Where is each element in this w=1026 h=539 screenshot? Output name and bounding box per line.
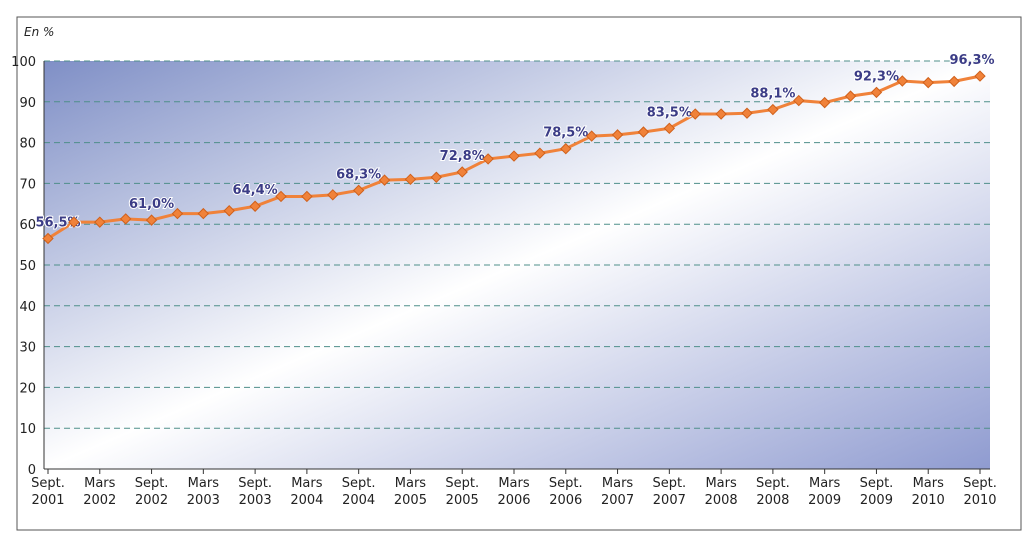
- x-tick-label: Mars 2006: [497, 476, 530, 508]
- point-marker: [637, 126, 650, 138]
- y-tick-label: 30: [19, 341, 36, 356]
- y-tick-label: 70: [19, 177, 36, 192]
- point-marker: [249, 200, 261, 212]
- point-marker: [301, 190, 313, 203]
- point-marker: [689, 108, 701, 120]
- point-marker: [42, 232, 54, 245]
- x-tick-label: Mars 2007: [601, 476, 634, 508]
- point-marker: [844, 90, 857, 102]
- x-tick-label: Sept. 2008: [756, 476, 790, 508]
- x-tick-label: Sept. 2005: [445, 476, 479, 508]
- point-marker: [94, 216, 106, 228]
- point-marker: [560, 143, 572, 155]
- point-marker: [508, 150, 520, 162]
- point-marker: [922, 76, 934, 89]
- data-label: 83,5%: [647, 105, 692, 120]
- y-axis-label: En %: [24, 25, 54, 39]
- y-tick-label: 10: [19, 422, 36, 437]
- point-marker: [456, 166, 468, 178]
- point-marker: [68, 216, 80, 228]
- point-marker: [663, 122, 676, 135]
- data-label: 64,4%: [233, 183, 278, 198]
- point-marker: [818, 96, 831, 109]
- point-marker: [896, 75, 909, 87]
- point-marker: [715, 108, 727, 120]
- x-tick-label: Mars 2010: [912, 476, 945, 508]
- point-marker: [352, 184, 365, 197]
- point-marker: [870, 86, 883, 99]
- x-tick-label: Sept. 2006: [549, 476, 583, 508]
- x-tick-label: Mars 2003: [187, 476, 220, 508]
- data-label: 72,8%: [440, 149, 485, 164]
- point-marker: [482, 153, 494, 165]
- point-marker: [767, 103, 779, 116]
- x-tick-label: Sept. 2003: [238, 476, 272, 508]
- point-marker: [534, 147, 546, 159]
- x-tick-label: Mars 2004: [290, 476, 323, 508]
- point-marker: [145, 214, 158, 226]
- y-tick-label: 100: [11, 55, 36, 70]
- point-marker: [404, 173, 417, 186]
- point-marker: [327, 189, 339, 201]
- point-marker: [430, 171, 443, 183]
- point-marker: [741, 107, 753, 119]
- point-marker: [793, 94, 805, 107]
- data-label: 56,5%: [35, 215, 80, 230]
- point-marker: [119, 213, 132, 225]
- x-tick-label: Sept. 2004: [342, 476, 376, 508]
- x-tick-label: Mars 2009: [808, 476, 841, 508]
- y-tick-label: 80: [19, 137, 36, 152]
- point-marker: [223, 205, 235, 217]
- x-tick-label: Mars 2005: [394, 476, 427, 508]
- data-label: 88,1%: [750, 87, 795, 102]
- y-tick-label: 20: [19, 381, 36, 396]
- y-tick-label: 90: [19, 96, 36, 111]
- data-label: 92,3%: [854, 69, 899, 84]
- point-marker: [611, 129, 624, 141]
- x-tick-label: Sept. 2001: [31, 476, 65, 508]
- point-marker: [171, 207, 184, 220]
- x-tick-label: Sept. 2010: [963, 476, 997, 508]
- point-marker: [585, 130, 598, 142]
- point-marker: [275, 190, 287, 203]
- x-tick-label: Sept. 2007: [652, 476, 686, 508]
- x-tick-label: Sept. 2002: [135, 476, 169, 508]
- data-label: 78,5%: [543, 126, 588, 141]
- x-tick-label: Mars 2002: [83, 476, 116, 508]
- point-marker: [378, 174, 391, 186]
- y-tick-label: 40: [19, 300, 36, 315]
- y-tick-label: 60: [19, 218, 36, 233]
- point-marker: [948, 75, 960, 88]
- data-label: 61,0%: [129, 197, 174, 212]
- y-tick-label: 50: [19, 259, 36, 274]
- frame: [16, 16, 1022, 531]
- x-tick-label: Sept. 2009: [860, 476, 894, 508]
- y-tick-label: 0: [28, 463, 36, 478]
- data-label: 96,3%: [949, 53, 994, 68]
- data-label: 68,3%: [336, 167, 381, 182]
- point-marker: [974, 70, 986, 82]
- x-tick-label: Mars 2008: [705, 476, 738, 508]
- point-marker: [197, 207, 210, 220]
